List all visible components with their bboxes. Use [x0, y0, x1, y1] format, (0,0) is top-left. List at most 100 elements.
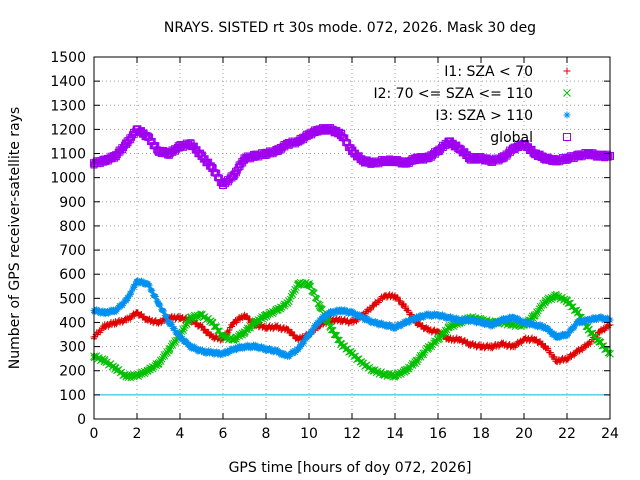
data-point [219, 180, 227, 189]
trace-marker [311, 322, 318, 329]
trace-marker [182, 319, 190, 327]
trace-marker [288, 328, 295, 335]
data-point [509, 321, 518, 329]
x-tick-label: 0 [90, 426, 99, 442]
trace-marker [395, 323, 402, 330]
trace-marker [227, 347, 234, 354]
data-point [154, 147, 163, 156]
data-point [455, 144, 464, 153]
trace-marker [199, 323, 206, 330]
legend-marker [563, 111, 571, 119]
trace-marker [287, 352, 294, 359]
trace-marker [394, 321, 401, 328]
legend-label: I1: SZA < 70 [444, 64, 533, 80]
data-point [251, 343, 259, 351]
trace-marker [495, 317, 502, 324]
data-point [370, 318, 377, 326]
trace-marker [289, 350, 296, 357]
legend-marker [563, 89, 571, 97]
trace-marker [313, 321, 320, 328]
x-tick-label: 20 [515, 426, 533, 442]
data-point [100, 156, 109, 165]
trace-marker [132, 281, 139, 288]
trace-marker [128, 288, 135, 295]
data-point [520, 139, 528, 148]
data-point [466, 340, 474, 348]
data-point [380, 156, 389, 165]
data-point [229, 335, 238, 344]
data-point [380, 370, 389, 379]
data-point [337, 316, 345, 324]
trace-marker [409, 317, 416, 324]
trace-marker [277, 348, 284, 355]
data-point [219, 333, 227, 341]
trace-marker [495, 320, 502, 327]
trace-marker [394, 294, 401, 301]
data-point [488, 321, 496, 329]
trace-marker [568, 327, 575, 334]
data-point [251, 151, 260, 160]
data-point [542, 323, 549, 331]
data-point [531, 321, 539, 329]
data-point [348, 309, 356, 317]
data-point [176, 333, 184, 341]
data-point [509, 144, 518, 153]
data-point [294, 345, 302, 353]
trace-marker [314, 321, 321, 328]
trace-marker [493, 321, 500, 328]
data-point [284, 352, 291, 360]
data-point [488, 343, 496, 351]
data-point [315, 125, 324, 134]
trace-marker [228, 345, 235, 352]
data-point [499, 316, 506, 324]
trace-marker [312, 324, 319, 331]
data-point [284, 326, 291, 334]
trace-marker [244, 312, 251, 319]
data-point [434, 147, 442, 156]
y-tick-label: 1200 [50, 122, 86, 138]
data-point [219, 350, 227, 358]
trace-marker [183, 337, 190, 344]
data-point [487, 156, 496, 165]
trace-marker [310, 324, 317, 331]
data-point [370, 302, 377, 310]
trace-marker [296, 344, 303, 351]
data-point [187, 343, 195, 351]
trace-marker [304, 335, 311, 342]
x-tick-label: 4 [176, 426, 185, 442]
data-point [112, 306, 119, 314]
data-point [477, 154, 485, 163]
trace-marker [139, 369, 147, 377]
data-point [273, 347, 281, 355]
data-point [369, 159, 378, 168]
data-point [423, 345, 432, 353]
data-point [530, 311, 539, 320]
data-point [466, 154, 475, 163]
trace-marker [303, 333, 310, 340]
data-point [111, 364, 120, 373]
data-point [337, 340, 346, 349]
trace-marker [280, 349, 287, 356]
data-point [584, 325, 593, 334]
data-point [101, 309, 109, 317]
data-point [380, 292, 388, 300]
trace-marker [175, 329, 182, 336]
trace-marker [358, 313, 365, 320]
data-point [337, 130, 346, 139]
trace-marker [291, 347, 298, 354]
trace-marker [604, 153, 612, 161]
data-point [208, 333, 216, 341]
data-point [305, 130, 313, 139]
trace-marker [286, 353, 293, 360]
data-point [466, 316, 474, 324]
data-point [186, 139, 195, 148]
x-tick-label: 2 [133, 426, 142, 442]
trace-marker [356, 311, 363, 318]
data-point [241, 343, 248, 351]
data-point [143, 132, 152, 141]
y-tick-label: 800 [59, 219, 86, 235]
data-point [444, 137, 453, 146]
trace-marker [120, 300, 127, 307]
data-point [380, 321, 388, 329]
data-point [155, 318, 162, 326]
